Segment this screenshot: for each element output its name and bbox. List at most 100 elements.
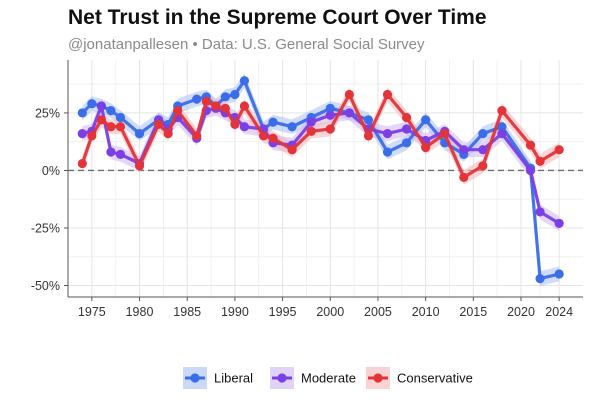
legend-label: Moderate: [301, 371, 356, 386]
y-tick-label: 0%: [42, 164, 60, 178]
data-point-conservative: [401, 112, 412, 123]
data-point-conservative: [77, 158, 87, 169]
data-point-moderate: [401, 124, 412, 134]
data-point-moderate: [382, 129, 393, 139]
data-point-conservative: [497, 106, 507, 116]
data-point-moderate: [344, 108, 354, 118]
data-point-liberal: [478, 129, 488, 139]
x-tick-label: 2015: [459, 305, 487, 319]
data-point-liberal: [87, 99, 97, 109]
data-point-conservative: [106, 122, 116, 132]
data-point-liberal: [192, 94, 202, 104]
data-point-moderate: [96, 101, 106, 111]
data-point-conservative: [115, 122, 126, 132]
data-point-conservative: [239, 101, 250, 111]
data-point-moderate: [115, 149, 126, 159]
legend-item-moderate: Moderate: [270, 367, 356, 389]
legend-label: Liberal: [214, 371, 253, 386]
data-point-liberal: [421, 115, 431, 125]
legend-key-point: [190, 373, 200, 383]
data-point-liberal: [497, 122, 507, 132]
x-tick-label: 1995: [269, 305, 297, 319]
data-point-liberal: [220, 92, 230, 102]
data-point-conservative: [478, 161, 488, 171]
data-point-liberal: [325, 103, 335, 113]
legend-key-point: [277, 373, 287, 383]
data-point-liberal: [115, 112, 126, 123]
chart-subtitle: @jonatanpallesen • Data: U.S. General So…: [68, 36, 425, 53]
y-tick-label: -50%: [31, 279, 60, 293]
data-point-moderate: [325, 110, 335, 120]
legend-item-liberal: Liberal: [183, 367, 253, 389]
data-point-moderate: [106, 147, 116, 157]
data-point-conservative: [201, 96, 211, 107]
x-tick-label: 1990: [221, 305, 249, 319]
data-point-moderate: [77, 129, 87, 139]
data-point-liberal: [239, 76, 250, 86]
data-point-conservative: [258, 131, 269, 141]
confidence-band-conservative: [82, 87, 560, 185]
x-tick-label: 1985: [173, 305, 201, 319]
data-point-liberal: [287, 122, 297, 132]
data-point-moderate: [535, 207, 545, 217]
data-point-liberal: [363, 115, 374, 125]
data-point-conservative: [173, 106, 183, 116]
data-point-moderate: [478, 145, 488, 155]
data-point-conservative: [134, 161, 145, 171]
data-point-conservative: [344, 89, 354, 100]
data-point-liberal: [268, 117, 278, 127]
data-point-liberal: [535, 273, 545, 284]
series-line-conservative: [80, 92, 561, 179]
data-point-moderate: [554, 218, 564, 228]
data-point-conservative: [459, 172, 469, 182]
x-tick-label: 2000: [316, 305, 344, 319]
data-point-liberal: [401, 138, 412, 148]
x-tick-label: 2024: [545, 305, 573, 319]
legend-item-conservative: Conservative: [366, 367, 473, 389]
y-tick-label: 25%: [35, 106, 60, 120]
data-point-conservative: [440, 129, 450, 139]
chart-title: Net Trust in the Supreme Court Over Time: [68, 6, 487, 29]
plot-background: [68, 60, 583, 297]
data-point-conservative: [421, 142, 431, 153]
data-point-liberal: [554, 269, 564, 279]
data-point-conservative: [230, 119, 240, 130]
x-tick-label: 1980: [126, 305, 154, 319]
data-point-liberal: [77, 108, 87, 118]
x-tick-label: 2005: [364, 305, 392, 319]
data-point-conservative: [525, 140, 536, 150]
data-point-liberal: [134, 129, 145, 139]
data-point-liberal: [230, 89, 240, 100]
data-point-conservative: [87, 131, 97, 141]
data-point-moderate: [306, 117, 316, 127]
data-point-conservative: [287, 145, 297, 155]
data-point-moderate: [525, 165, 536, 176]
data-point-conservative: [382, 89, 393, 100]
data-point-conservative: [163, 129, 173, 139]
data-point-conservative: [268, 133, 278, 143]
data-point-conservative: [211, 101, 221, 111]
y-tick-label: -25%: [31, 221, 60, 235]
data-point-conservative: [554, 145, 564, 155]
series-conservative: [77, 89, 564, 182]
data-point-conservative: [363, 131, 374, 141]
data-point-conservative: [192, 131, 202, 141]
x-tick-label: 1975: [78, 305, 106, 319]
data-point-conservative: [220, 103, 230, 113]
data-point-conservative: [535, 156, 545, 166]
x-tick-label: 2020: [507, 305, 535, 319]
data-point-conservative: [306, 126, 316, 136]
data-point-moderate: [239, 122, 250, 132]
data-point-moderate: [497, 129, 507, 139]
data-point-conservative: [325, 124, 335, 134]
x-tick-label: 2010: [412, 305, 440, 319]
data-point-liberal: [106, 106, 116, 116]
legend-label: Conservative: [397, 371, 473, 386]
data-point-moderate: [459, 145, 469, 155]
data-point-conservative: [154, 119, 164, 130]
data-point-conservative: [96, 115, 106, 125]
data-point-liberal: [382, 147, 393, 157]
legend-key-point: [373, 373, 383, 383]
